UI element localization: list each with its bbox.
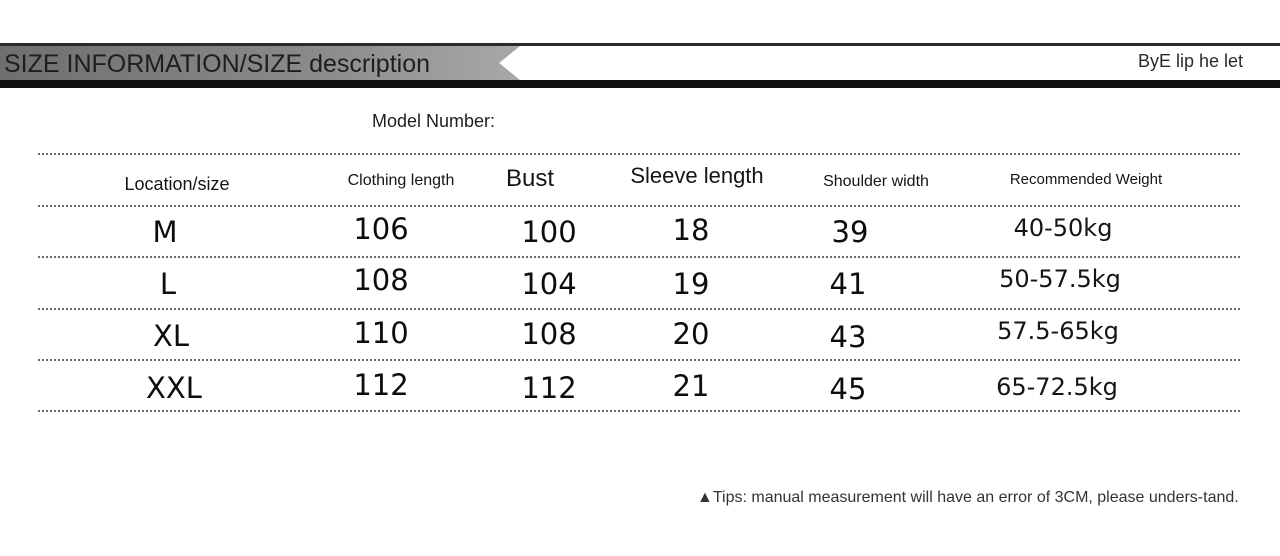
shoulder-width-cell: 43 (829, 320, 867, 354)
weight-cell: 65-72.5kg (996, 373, 1118, 401)
weight-cell: 40-50kg (1013, 214, 1113, 242)
shoulder-width-cell: 45 (829, 372, 867, 406)
weight-cell: 50-57.5kg (999, 265, 1121, 293)
column-header-clothing-length: Clothing length (347, 172, 455, 189)
bust-cell: 104 (521, 267, 577, 301)
clothing-length-cell: 110 (353, 316, 409, 350)
table-rule-row (38, 256, 1240, 258)
shoulder-width-cell: 39 (831, 215, 869, 249)
table-rule-top (38, 153, 1240, 155)
weight-cell: 57.5-65kg (997, 317, 1119, 345)
page-title: SIZE INFORMATION/SIZE description (4, 50, 431, 78)
column-header-recommended-weight: Recommended Weight (1009, 171, 1163, 188)
header-top-rule (0, 43, 1280, 46)
column-header-bust: Bust (505, 165, 555, 192)
column-header-size: Location/size (124, 174, 230, 194)
clothing-length-cell: 106 (353, 212, 409, 246)
size-cell: XXL (146, 371, 202, 405)
sleeve-length-cell: 20 (672, 317, 710, 351)
bust-cell: 112 (521, 371, 577, 405)
sleeve-length-cell: 19 (672, 267, 710, 301)
header-right-text: ByE lip he let (1137, 51, 1243, 71)
bust-cell: 108 (521, 317, 577, 351)
size-cell: L (159, 267, 177, 301)
size-cell: M (152, 215, 178, 249)
sleeve-length-cell: 21 (672, 369, 710, 403)
table-rule-header (38, 205, 1240, 207)
header-bottom-rule (0, 80, 1280, 88)
model-number-label: Model Number: (372, 111, 496, 131)
table-rule-row (38, 359, 1240, 361)
size-cell: XL (152, 319, 190, 353)
header-title-tab (0, 46, 520, 80)
column-header-shoulder-width: Shoulder width (823, 173, 929, 190)
clothing-length-cell: 108 (353, 263, 409, 297)
clothing-length-cell: 112 (353, 368, 409, 402)
sleeve-length-cell: 18 (672, 213, 710, 247)
table-rule-bottom (38, 410, 1240, 412)
table-rule-row (38, 308, 1240, 310)
column-header-sleeve-length: Sleeve length (630, 163, 764, 188)
shoulder-width-cell: 41 (829, 267, 867, 301)
bust-cell: 100 (521, 215, 577, 249)
measurement-tips: ▲Tips: manual measurement will have an e… (697, 489, 1239, 506)
